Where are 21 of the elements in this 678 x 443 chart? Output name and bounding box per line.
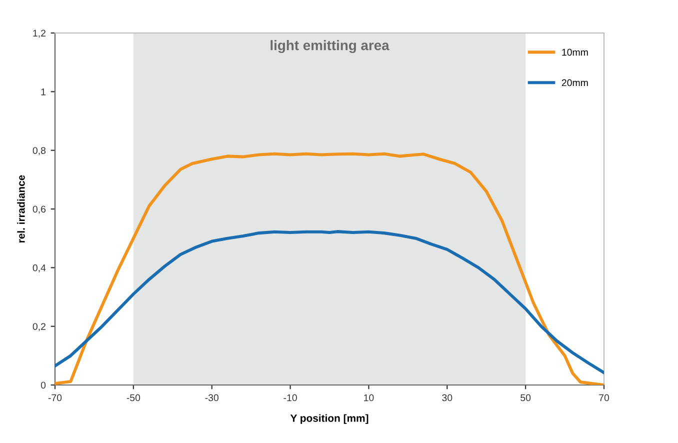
band-label: light emitting area xyxy=(270,40,390,54)
y-tick-label: 0,4 xyxy=(32,264,46,272)
x-tick-label: 50 xyxy=(520,394,531,402)
x-tick-label: -10 xyxy=(284,394,297,402)
y-axis-title: rel. irradiance xyxy=(17,175,25,242)
legend-label: 20mm xyxy=(562,79,588,86)
y-tick-label: 0,2 xyxy=(32,323,46,332)
x-tick-label: 70 xyxy=(599,394,610,402)
y-tick-label: 1,2 xyxy=(33,30,46,38)
x-tick-label: 10 xyxy=(364,394,374,402)
legend-label: 10mm xyxy=(562,48,588,56)
x-tick-label: -30 xyxy=(205,394,219,402)
x-tick-label: -70 xyxy=(48,394,62,402)
x-tick-label: -50 xyxy=(126,394,140,402)
x-axis-title: Y position [mm] xyxy=(290,414,368,424)
y-tick-label: 0,8 xyxy=(32,147,46,156)
y-tick-label: 0,6 xyxy=(32,206,46,214)
x-tick-label: 30 xyxy=(442,394,452,402)
y-tick-label: 0 xyxy=(40,382,46,389)
line-series xyxy=(55,230,604,374)
y-tick-label: 1 xyxy=(41,88,46,96)
